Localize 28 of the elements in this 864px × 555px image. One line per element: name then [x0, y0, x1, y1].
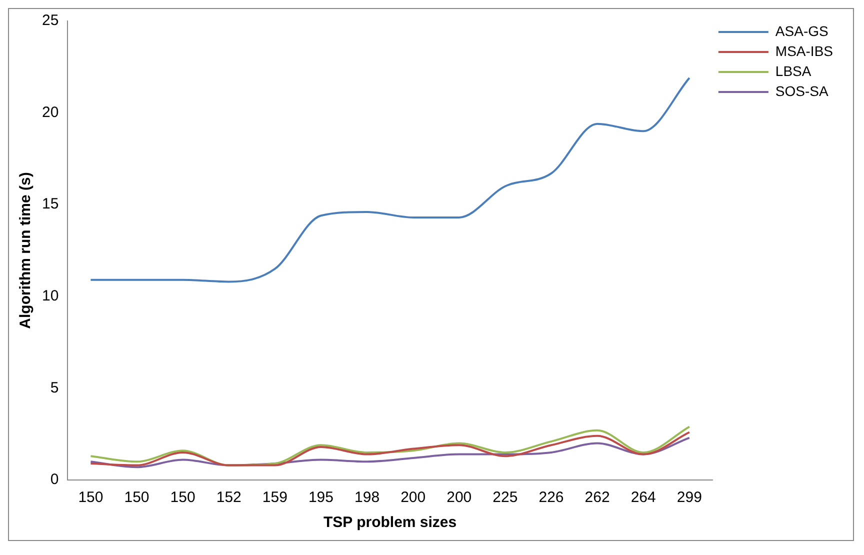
- x-tick-label: 159: [262, 489, 288, 506]
- x-tick-label: 150: [170, 489, 196, 506]
- y-tick-label: 20: [42, 104, 59, 121]
- y-tick-label: 0: [50, 471, 59, 488]
- y-tick-label: 25: [42, 12, 59, 30]
- y-tick-label: 10: [42, 288, 59, 305]
- x-tick-label: 225: [492, 489, 518, 506]
- x-tick-label: 150: [78, 489, 104, 506]
- x-tick-label: 150: [124, 489, 150, 506]
- y-axis-title: Algorithm run time (s): [17, 172, 34, 329]
- y-tick-label: 15: [42, 196, 59, 213]
- y-tick-label: 5: [50, 379, 59, 396]
- legend-label: LBSA: [775, 62, 812, 79]
- x-tick-label: 200: [400, 489, 426, 506]
- legend-label: SOS-SA: [775, 82, 829, 99]
- x-tick-label: 200: [446, 489, 472, 506]
- legend-label: ASA-GS: [775, 22, 828, 39]
- x-axis-title: TSP problem sizes: [324, 514, 457, 532]
- line-series: [90, 436, 690, 468]
- line-series: [90, 76, 690, 283]
- x-tick-label: 152: [216, 489, 242, 506]
- x-tick-label: 226: [538, 489, 564, 506]
- legend-label: MSA-IBS: [775, 42, 834, 59]
- x-tick-label: 264: [630, 489, 656, 506]
- x-tick-label: 262: [584, 489, 610, 506]
- x-tick-label: 299: [676, 489, 702, 506]
- x-tick-label: 198: [354, 489, 380, 506]
- x-tick-label: 195: [308, 489, 334, 506]
